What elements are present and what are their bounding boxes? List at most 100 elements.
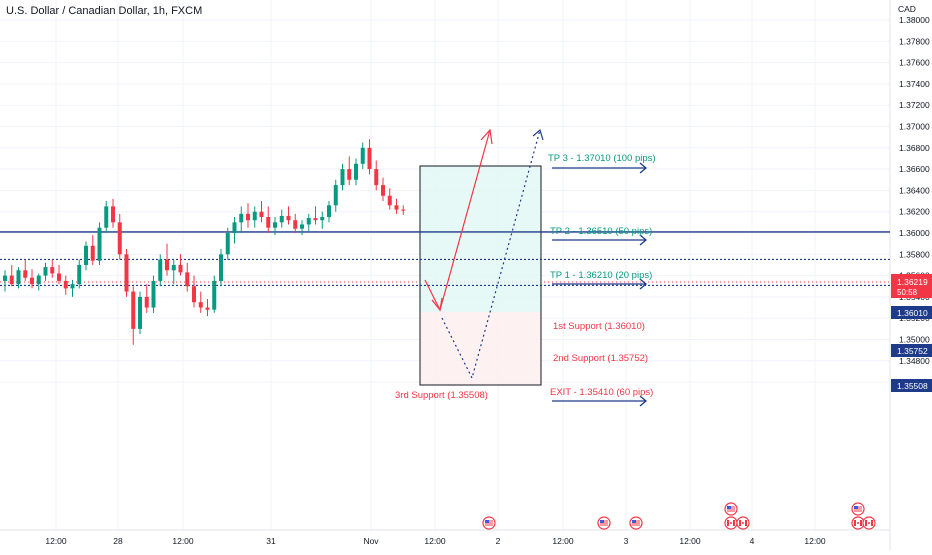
candle-body [212,280,217,310]
arrow-down-head [431,297,443,312]
candle [300,220,304,236]
candle-body [97,227,102,261]
candle-body [117,222,122,255]
candle-body [138,296,142,329]
x-tick-label: 12:00 [172,536,194,546]
candle-body [111,206,115,223]
candle [259,201,264,223]
candle [138,291,142,335]
candle-body [394,205,399,210]
flag-canton [854,506,858,509]
candle [266,206,271,233]
us-flag-icon[interactable] [597,516,611,530]
flag-band [727,520,729,526]
ca-flag-icon[interactable] [862,516,876,530]
flag-canton [485,520,489,523]
candle-body [360,147,365,164]
y-tick-label: 1.37400 [899,79,930,89]
flag-leaf [868,522,870,524]
candle-body [57,273,61,281]
target-arrows [552,162,648,407]
candle [131,286,136,345]
ca-flag-icon[interactable] [724,516,738,530]
candle [198,291,203,313]
candle [219,248,223,287]
flag-canton [727,506,731,509]
level3-badge-bg [891,379,932,392]
candle-body [16,270,21,285]
y-tick-label: 1.36200 [899,207,930,217]
candle [327,201,331,223]
candle [144,284,149,313]
candle-body [286,215,291,221]
x-tick-label: 28 [113,536,123,546]
candle-body [104,206,109,228]
candle [77,259,82,289]
us-flag-icon[interactable] [629,516,643,530]
candle-body [387,195,392,206]
candle [279,209,284,228]
ca-flag-icon[interactable] [851,516,865,530]
target-zone[interactable] [420,166,541,312]
candle-body [131,291,136,329]
tp3-arrow-head [639,162,648,174]
candle-body [84,245,88,265]
candles [3,139,406,345]
candle [381,177,385,202]
candle-body [151,280,156,308]
level1-value: 1.36010 [897,308,928,318]
candle-body [401,209,406,211]
candle-body [232,222,237,233]
candle [286,206,291,225]
stop-zone[interactable] [420,312,541,385]
candle [23,259,28,281]
candle-body [185,272,190,287]
candle [232,217,237,244]
candle-body [367,147,372,170]
level3-badge: 1.35508 [891,379,932,392]
candle [151,275,156,313]
candle-body [158,259,163,281]
flag-band [733,520,735,526]
candle-body [246,213,250,221]
y-tick-label: 1.35800 [899,249,930,259]
candle [97,222,102,265]
exit-arrow-head [639,395,648,407]
candle [3,270,7,292]
candle-body [165,259,169,271]
y-tick-label: 1.37200 [899,100,930,110]
us-flag-icon[interactable] [851,502,865,516]
candle-body [320,217,325,221]
candle-body [43,267,48,276]
time-axis[interactable]: 12:00 28 12:00 31 Nov 12:00 2 12:00 3 12:00 4 12:00 [45,536,826,546]
level1-badge: 1.36010 [891,306,932,319]
x-tick-label: 12:00 [804,536,826,546]
candle [320,211,325,229]
candle-body [313,218,318,221]
x-tick-label: 12:00 [45,536,67,546]
candle [84,241,88,271]
us-flag-icon[interactable] [482,516,496,530]
flag-canton [600,520,604,523]
ca-flag-icon[interactable] [736,516,750,530]
candle [70,279,75,297]
candle-body [273,222,277,228]
countdown-value: 50:58 [897,288,918,297]
x-tick-label: 31 [266,536,276,546]
candle [16,267,21,289]
candle-body [198,302,203,308]
exit-label: EXIT - 1.35410 (60 pips) [550,387,653,398]
price-axis[interactable]: 1.38000 1.37800 1.37600 1.37400 1.37200 1.370… [899,15,930,387]
candle-body [374,169,379,186]
candle [158,254,163,287]
us-flag-icon[interactable] [724,502,738,516]
candle [117,213,122,260]
symbol-title[interactable]: U.S. Dollar / Canadian Dollar, 1h, FXCM [6,5,203,17]
economic-events[interactable] [482,502,876,530]
candle-body [225,233,230,255]
candle-body [178,264,183,273]
candle-body [347,169,352,180]
flag-band [739,520,741,526]
